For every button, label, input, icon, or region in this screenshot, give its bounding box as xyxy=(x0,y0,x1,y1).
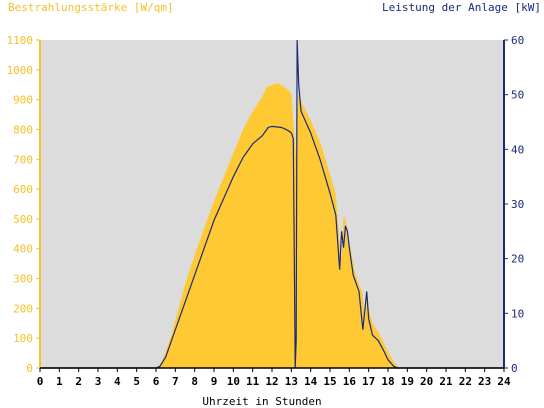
x-tick-label: 2 xyxy=(75,375,82,388)
power-line xyxy=(40,39,504,369)
right-tick-label: 50 xyxy=(511,89,524,102)
x-tick-label: 3 xyxy=(95,375,102,388)
right-tick-label: 0 xyxy=(511,362,518,375)
x-tick-label: 17 xyxy=(362,375,375,388)
right-axis-title: Leistung der Anlage [kW] xyxy=(382,1,541,14)
x-tick-label: 9 xyxy=(211,375,218,388)
x-tick-label: 13 xyxy=(285,375,298,388)
series-layer xyxy=(40,39,504,369)
right-tick-label: 40 xyxy=(511,143,524,156)
left-tick-label: 700 xyxy=(13,153,33,166)
x-tick-label: 0 xyxy=(37,375,44,388)
x-tick-label: 14 xyxy=(304,375,318,388)
right-tick-label: 20 xyxy=(511,253,524,266)
x-tick-label: 15 xyxy=(323,375,336,388)
x-tick-label: 7 xyxy=(172,375,179,388)
left-tick-label: 900 xyxy=(13,94,33,107)
right-tick-label: 10 xyxy=(511,307,524,320)
x-tick-label: 21 xyxy=(439,375,453,388)
x-tick-label: 24 xyxy=(497,375,511,388)
right-axis-ticks: 0 10 20 30 40 50 60 xyxy=(504,34,524,375)
x-tick-label: 8 xyxy=(191,375,198,388)
left-axis-ticks: 0 100 200 300 400 500 600 700 800 900 1000 1100 xyxy=(7,34,40,375)
x-tick-label: 23 xyxy=(478,375,491,388)
x-tick-label: 20 xyxy=(420,375,433,388)
x-tick-label: 11 xyxy=(246,375,260,388)
x-tick-label: 5 xyxy=(133,375,140,388)
left-tick-label: 1100 xyxy=(7,34,34,47)
left-axis-title: Bestrahlungsstärke [W/qm] xyxy=(8,1,174,14)
irradiance-area xyxy=(40,83,504,369)
right-tick-label: 30 xyxy=(511,198,524,211)
left-tick-label: 300 xyxy=(13,273,33,286)
x-tick-label: 1 xyxy=(56,375,63,388)
x-tick-label: 4 xyxy=(114,375,121,388)
left-tick-label: 800 xyxy=(13,123,33,136)
left-tick-label: 400 xyxy=(13,243,33,256)
x-tick-label: 22 xyxy=(459,375,472,388)
x-tick-label: 6 xyxy=(153,375,160,388)
left-tick-label: 100 xyxy=(13,332,33,345)
x-tick-label: 10 xyxy=(227,375,240,388)
left-tick-label: 600 xyxy=(13,183,33,196)
x-tick-label: 19 xyxy=(401,375,414,388)
left-tick-label: 0 xyxy=(26,362,33,375)
left-tick-label: 1000 xyxy=(7,64,34,77)
x-tick-label: 12 xyxy=(265,375,278,388)
x-axis-title: Uhrzeit in Stunden xyxy=(202,395,321,408)
x-tick-label: 18 xyxy=(381,375,394,388)
x-axis-ticks: 0 1 2 3 4 5 6 7 8 9 10 11 12 13 14 15 16 17 18 19 20 21 22 23 24 xyxy=(37,368,511,388)
left-tick-label: 200 xyxy=(13,302,33,315)
right-tick-label: 60 xyxy=(511,34,524,47)
left-tick-label: 500 xyxy=(13,213,33,226)
x-tick-label: 16 xyxy=(343,375,357,388)
